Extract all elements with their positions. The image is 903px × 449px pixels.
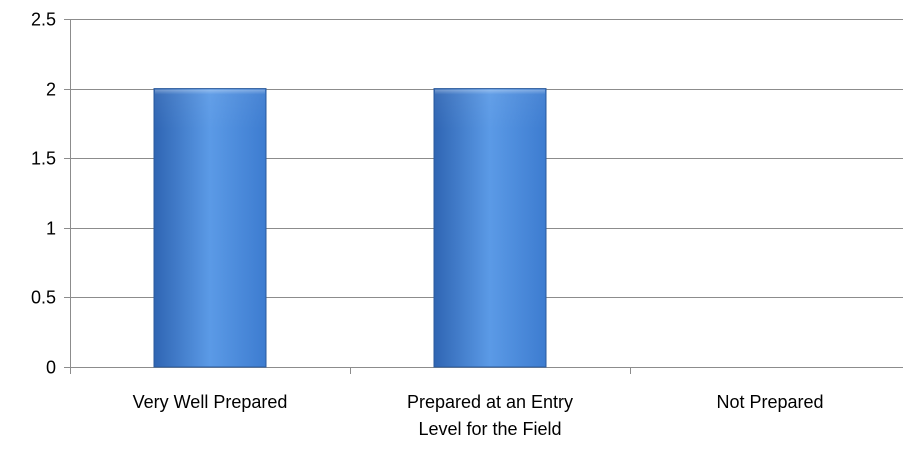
bars xyxy=(153,88,547,368)
bar xyxy=(433,88,547,368)
y-tick-labels: 0 0.5 1 1.5 2 2.5 xyxy=(31,10,56,378)
x-category-label: Very Well Prepared xyxy=(133,392,288,412)
bar xyxy=(153,88,267,368)
y-tick-label: 1 xyxy=(46,219,56,239)
y-tick-label: 0.5 xyxy=(31,288,56,308)
x-category-label: Prepared at an Entry Level for the Field xyxy=(407,392,573,439)
x-category-label: Not Prepared xyxy=(716,392,823,412)
bar-highlight xyxy=(155,89,265,130)
category-labels: Very Well Prepared Prepared at an Entry Le… xyxy=(133,392,824,439)
y-tick-label: 1.5 xyxy=(31,149,56,169)
axes xyxy=(64,19,903,374)
y-tick-label: 2 xyxy=(46,80,56,100)
bar-highlight xyxy=(435,89,545,130)
y-tick-label: 2.5 xyxy=(31,10,56,30)
y-tick-label: 0 xyxy=(46,358,56,378)
